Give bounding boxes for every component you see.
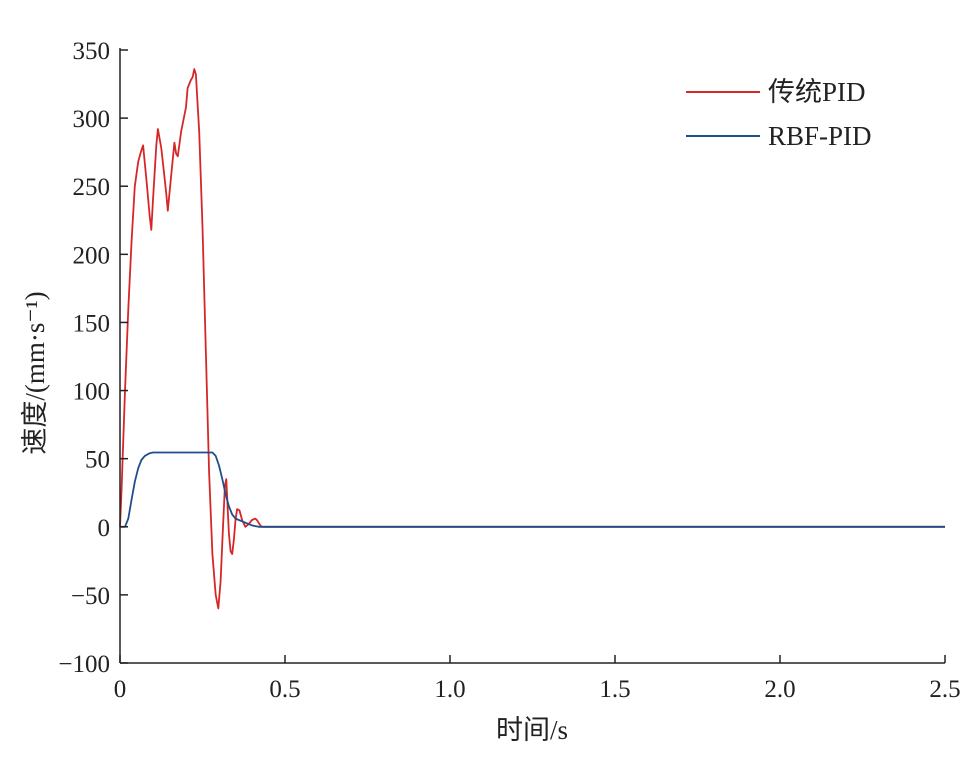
axis-titles: 时间/s 速度/(mm·s⁻¹) xyxy=(20,291,568,745)
y-tick-label: 250 xyxy=(73,174,111,201)
x-axis-title: 时间/s xyxy=(496,715,568,745)
plot-lines xyxy=(119,68,945,610)
series-line-1 xyxy=(119,68,945,610)
x-tick-label: 1.5 xyxy=(599,676,630,703)
y-axis-title: 速度/(mm·s⁻¹) xyxy=(20,291,50,454)
y-tick-label: 350 xyxy=(73,38,111,65)
x-tick-label: 2.5 xyxy=(929,676,960,703)
y-tick-label: 200 xyxy=(73,242,111,269)
axes: −100 −50 0 50 100 150 200 250 300 350 0 0.5 1.0 1.5 2.… xyxy=(58,38,960,703)
legend-label-1: 传统PID xyxy=(768,77,866,107)
y-tick-label: 150 xyxy=(73,310,111,337)
x-tick-label: 1.0 xyxy=(434,676,465,703)
legend-label-2: RBF-PID xyxy=(768,121,872,151)
y-tick-label: 100 xyxy=(73,379,111,406)
series-line-2 xyxy=(120,451,945,528)
legend: 传统PID RBF-PID xyxy=(686,77,872,151)
y-tick-label: 50 xyxy=(85,447,110,474)
y-tick-label: −50 xyxy=(71,583,110,610)
y-tick-label: 300 xyxy=(73,106,111,133)
x-tick-label: 0 xyxy=(114,676,127,703)
x-tick-label: 0.5 xyxy=(269,676,300,703)
y-tick-label: −100 xyxy=(58,651,110,678)
y-tick-label: 0 xyxy=(98,515,111,542)
x-tick-label: 2.0 xyxy=(764,676,795,703)
